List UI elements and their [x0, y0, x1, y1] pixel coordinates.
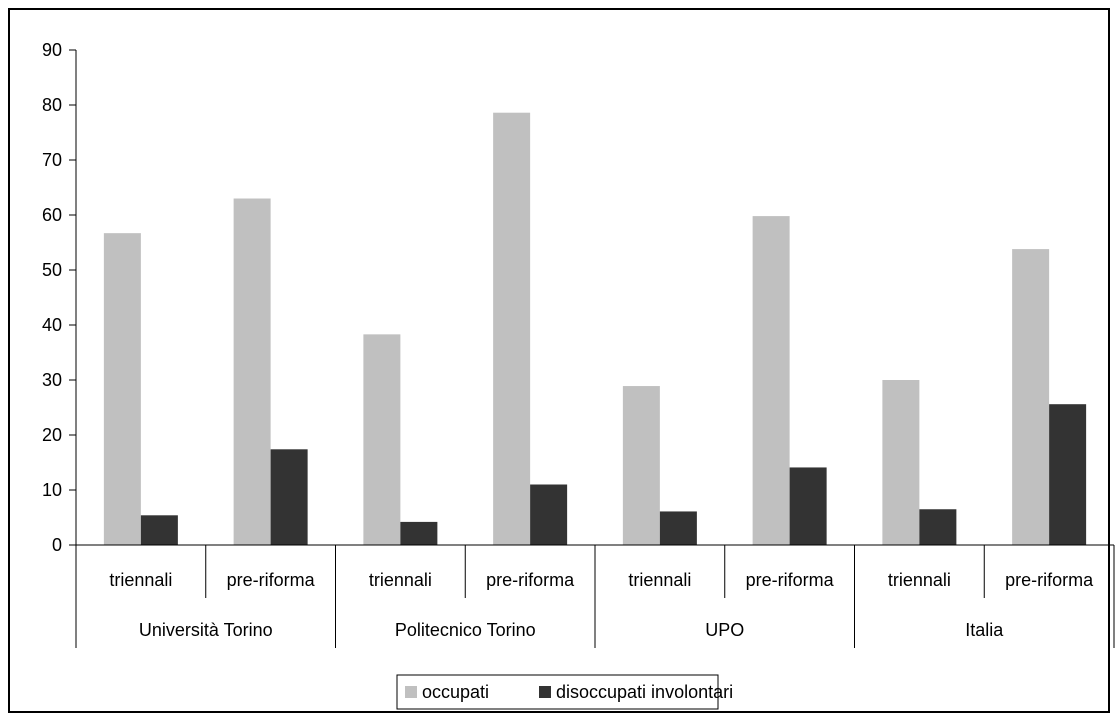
legend: occupati disoccupati involontari: [396, 674, 733, 710]
category-label: pre-riforma: [486, 570, 575, 590]
category-label: pre-riforma: [746, 570, 835, 590]
x-axis: triennali pre-riforma triennali pre-riforma…: [75, 544, 1115, 648]
legend-swatch: [405, 686, 417, 698]
bar-occupati: [622, 386, 660, 545]
bar-disoccupati-involontari: [530, 484, 568, 545]
bar-disoccupati-involontari: [270, 449, 308, 545]
category-label: pre-riforma: [227, 570, 316, 590]
y-axis: 0 10 20 30 40 50 60 70 80 90: [42, 40, 77, 555]
bar-disoccupati-involontari: [400, 521, 438, 545]
bar-disoccupati-involontari: [919, 509, 957, 545]
bar-disoccupati-involontari: [1049, 404, 1087, 545]
category-label: triennali: [628, 570, 691, 590]
y-tick-label: 90: [42, 40, 62, 60]
chart-border: [8, 8, 1110, 713]
y-tick-label: 10: [42, 480, 62, 500]
category-label: triennali: [109, 570, 172, 590]
y-tick-label: 80: [42, 95, 62, 115]
group-label: Italia: [965, 620, 1004, 640]
bars: [103, 112, 1087, 545]
bar-occupati: [752, 216, 790, 545]
legend-label: disoccupati involontari: [556, 682, 733, 702]
bar-occupati: [493, 112, 531, 545]
bar-disoccupati-involontari: [659, 511, 697, 545]
category-label: triennali: [888, 570, 951, 590]
bar-disoccupati-involontari: [789, 467, 827, 545]
y-tick-label: 0: [52, 535, 62, 555]
category-label: pre-riforma: [1005, 570, 1094, 590]
y-tick-label: 60: [42, 205, 62, 225]
group-label: Politecnico Torino: [395, 620, 536, 640]
category-label: triennali: [369, 570, 432, 590]
y-tick-label: 70: [42, 150, 62, 170]
y-tick-label: 20: [42, 425, 62, 445]
bar-occupati: [363, 334, 401, 545]
y-tick-label: 30: [42, 370, 62, 390]
legend-swatch: [539, 686, 551, 698]
bar-occupati: [103, 233, 141, 545]
y-tick-label: 40: [42, 315, 62, 335]
y-tick-label: 50: [42, 260, 62, 280]
group-label: Università Torino: [139, 620, 273, 640]
legend-box: [396, 674, 719, 710]
bar-occupati: [1012, 249, 1050, 545]
legend-label: occupati: [422, 682, 489, 702]
group-label: UPO: [705, 620, 744, 640]
bar-disoccupati-involontari: [140, 515, 178, 545]
bar-occupati: [233, 198, 271, 545]
bar-occupati: [882, 380, 920, 545]
